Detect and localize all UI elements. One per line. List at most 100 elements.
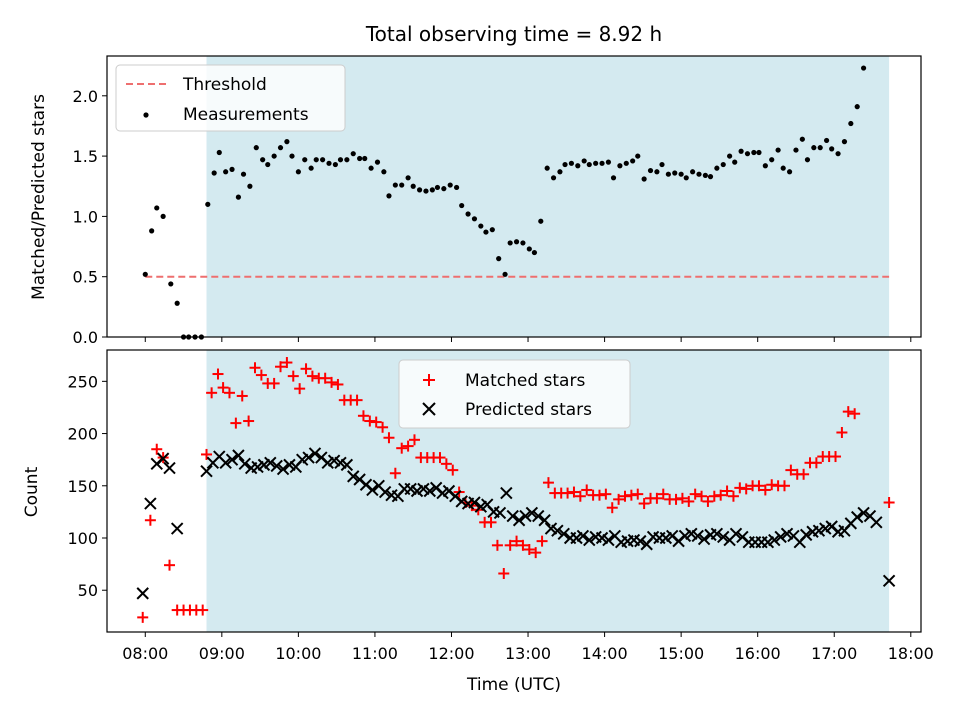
- measurement-point: [586, 161, 592, 168]
- predicted-star-point: [308, 447, 322, 460]
- measurement-point: [526, 246, 532, 252]
- top-y-tick-label: 0.5: [73, 268, 98, 287]
- measurement-point: [751, 149, 757, 156]
- legend-predicted-swatch: [422, 402, 436, 416]
- matched-star-point: [606, 502, 618, 514]
- measurement-point: [478, 223, 484, 229]
- predicted-star-point: [857, 506, 870, 520]
- predicted-star-point: [347, 470, 360, 483]
- legend-predicted-label: Predicted stars: [465, 400, 592, 420]
- bottom-x-tick-label: 17:00: [811, 644, 857, 663]
- matched-star-point: [287, 370, 299, 382]
- top-y-axis: 0.0 0.5 1.0 1.5 2.0: [73, 87, 107, 347]
- matched-star-point: [657, 488, 669, 500]
- legend-measurements-label: Measurements: [183, 105, 309, 125]
- measurement-point: [817, 145, 823, 151]
- bottom-y-tick-label: 150: [67, 477, 98, 496]
- measurement-point: [568, 160, 575, 166]
- measurement-point: [647, 167, 654, 174]
- matched-star-point: [696, 490, 708, 502]
- predicted-star-point: [163, 461, 176, 475]
- bottom-x-tick-label: 15:00: [658, 644, 704, 663]
- bottom-x-tick-label: 14:00: [582, 644, 628, 663]
- measurement-point: [727, 153, 733, 159]
- measurement-point: [381, 169, 387, 175]
- measurement-point: [386, 193, 392, 199]
- measurement-point: [823, 137, 830, 144]
- measurement-point: [453, 184, 460, 191]
- measurement-point: [683, 175, 689, 181]
- measurement-point: [804, 157, 811, 163]
- matched-star-point: [504, 539, 516, 551]
- top-y-tick-label: 1.0: [73, 207, 98, 226]
- measurement-point: [483, 229, 489, 235]
- matched-star-point: [600, 488, 612, 500]
- measurement-point: [374, 159, 381, 165]
- bottom-y-tick-label: 250: [67, 372, 98, 391]
- predicted-star-point: [136, 587, 149, 600]
- bottom-x-axis: 08:00 09:00 10:00 11:00 12:00 13:00 14:00 15:00…: [122, 632, 934, 663]
- matched-star-point: [511, 535, 523, 547]
- predicted-star-point: [882, 574, 896, 588]
- predicted-star-point: [493, 506, 507, 520]
- measurement-point: [142, 271, 148, 277]
- measurement-point: [654, 169, 660, 175]
- matched-star-point: [364, 415, 376, 427]
- matched-star-point: [294, 383, 306, 395]
- measurement-point: [174, 300, 180, 306]
- matched-star-point: [281, 357, 293, 369]
- top-y-axis-label: Matched/Predicted stars: [29, 94, 49, 300]
- matched-star-point: [357, 410, 369, 422]
- predicted-star-point: [270, 459, 283, 473]
- bottom-x-tick-label: 09:00: [199, 644, 245, 663]
- measurement-point: [149, 228, 155, 234]
- matched-star-point: [351, 394, 363, 406]
- bottom-x-tick-label: 08:00: [122, 644, 168, 663]
- measurement-point: [732, 159, 738, 165]
- matched-star-point: [715, 489, 727, 501]
- top-points: [142, 65, 867, 340]
- matched-star-point: [164, 559, 176, 571]
- matched-star-point: [766, 479, 778, 491]
- measurement-point: [289, 153, 295, 159]
- predicted-star-point: [870, 516, 883, 529]
- matched-star-point: [440, 458, 452, 470]
- measurement-point: [762, 163, 768, 169]
- predicted-star-point: [500, 486, 513, 500]
- predicted-star-point: [532, 509, 545, 523]
- chart-title: Total observing time = 8.92 h: [365, 22, 662, 46]
- matched-star-point: [836, 427, 848, 439]
- measurement-point: [465, 211, 471, 217]
- matched-star-point: [447, 464, 459, 476]
- measurement-point: [247, 183, 253, 189]
- matched-star-point: [498, 568, 510, 580]
- predicted-star-point: [557, 527, 570, 541]
- bottom-x-tick-label: 11:00: [352, 644, 398, 663]
- measurement-point: [459, 202, 465, 209]
- measurement-point: [696, 171, 702, 177]
- legend-matched-label: Matched stars: [465, 371, 585, 391]
- measurement-point: [229, 166, 235, 172]
- predicted-star-point: [551, 524, 564, 537]
- measurement-point: [471, 216, 478, 222]
- predicted-star-point: [538, 514, 551, 527]
- measurement-point: [738, 148, 744, 154]
- predicted-star-point: [729, 527, 743, 541]
- measurement-point: [357, 155, 363, 162]
- measurement-point: [562, 161, 568, 168]
- matched-star-point: [613, 493, 625, 505]
- top-x-ticks: [144, 337, 912, 342]
- matched-star-point: [201, 448, 213, 460]
- matched-star-point: [389, 467, 401, 479]
- predicted-star-point: [799, 528, 813, 542]
- bottom-x-tick-label: 16:00: [735, 644, 781, 663]
- matched-star-point: [740, 483, 752, 495]
- legend-measurements-swatch: [143, 112, 149, 118]
- matched-star-point: [810, 457, 822, 469]
- predicted-star-point: [850, 510, 864, 524]
- measurement-point: [635, 153, 641, 159]
- measurement-point: [326, 160, 332, 166]
- predicted-star-point: [423, 484, 437, 498]
- measurement-point: [295, 169, 301, 175]
